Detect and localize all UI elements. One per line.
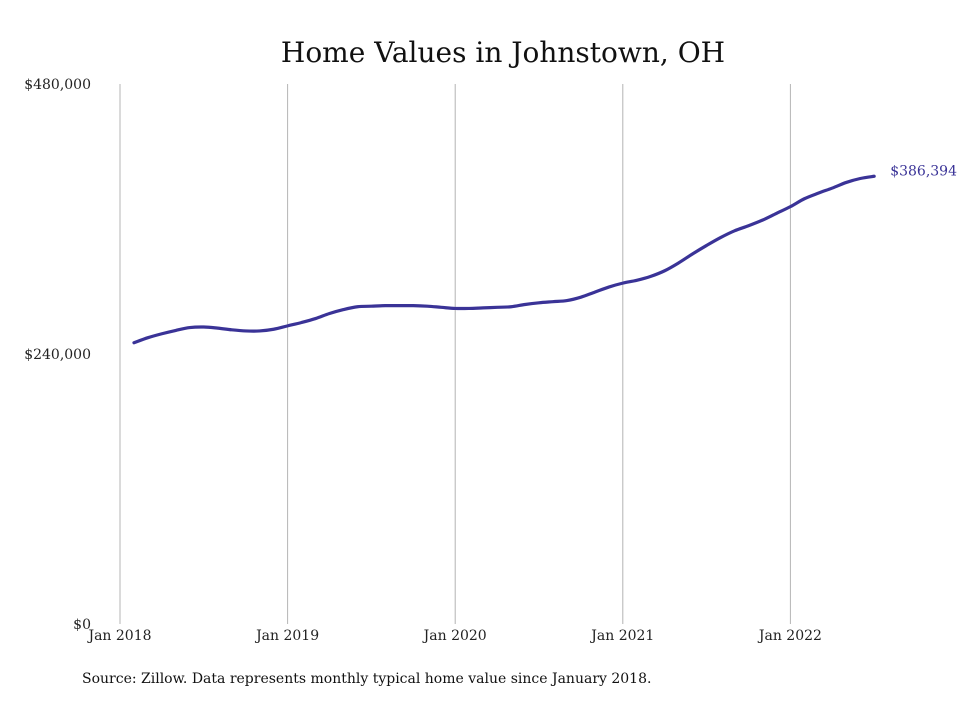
y-tick-label: $0 [73, 617, 91, 633]
x-tick-label: Jan 2019 [254, 628, 319, 644]
x-tick-label: Jan 2021 [589, 628, 654, 644]
source-note: Source: Zillow. Data represents monthly … [82, 671, 651, 687]
y-axis-ticks: $0 $240,000 $480,000 [24, 77, 91, 633]
x-tick-label: Jan 2022 [757, 628, 822, 644]
y-tick-label: $240,000 [24, 347, 91, 363]
end-value-label: $386,394 [890, 163, 957, 179]
series-line [132, 174, 876, 345]
series-layer [132, 174, 876, 345]
x-tick-label: Jan 2018 [86, 628, 151, 644]
chart-title: Home Values in Johnstown, OH [281, 36, 725, 69]
gridlines [119, 84, 791, 624]
y-tick-label: $480,000 [24, 77, 91, 93]
x-tick-label: Jan 2020 [422, 628, 487, 644]
x-axis-ticks: Jan 2018 Jan 2019 Jan 2020 Jan 2021 Jan 2022 [86, 628, 821, 644]
